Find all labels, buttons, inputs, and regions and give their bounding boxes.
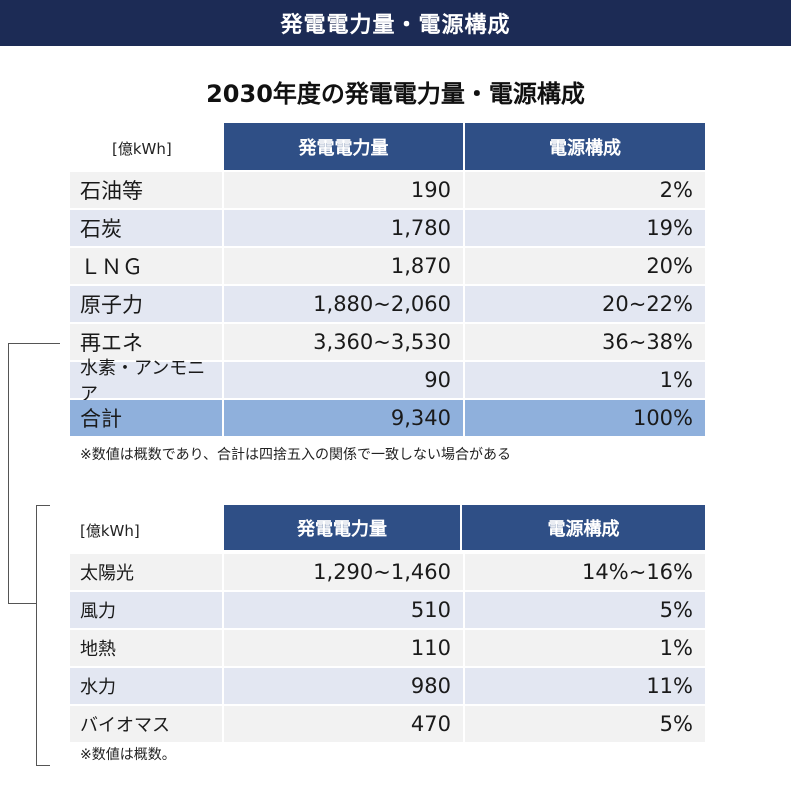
row-name: 地熱 [70, 630, 222, 666]
table-row: 水素・アンモニア 90 1% [70, 358, 705, 405]
row-mix: 14%~16% [465, 554, 705, 590]
bracket-top-arm [8, 343, 60, 344]
row-name: 太陽光 [70, 554, 222, 590]
table2-note: ※数値は概数。 [80, 747, 176, 763]
row-generation: 1,290~1,460 [224, 554, 463, 590]
row-name: 合計 [70, 400, 222, 436]
row-generation: 1,880~2,060 [224, 286, 463, 322]
row-mix: 20% [465, 248, 705, 284]
table-row: 石油等 190 2% [70, 172, 705, 208]
row-generation: 1,780 [224, 210, 463, 246]
table-row: 再エネ 3,360~3,530 36~38% [70, 324, 705, 360]
table-row: 水力 980 11% [70, 668, 705, 704]
table-total-row: 合計 9,340 100% [70, 400, 705, 436]
row-generation: 9,340 [224, 400, 463, 436]
row-mix: 20~22% [465, 286, 705, 322]
table2-col-mix: 電源構成 [462, 505, 705, 550]
table2-col-generation: 発電電力量 [224, 505, 460, 550]
table-row: バイオマス 470 5% [70, 706, 705, 742]
row-name: 再エネ [70, 324, 222, 360]
row-name: 水素・アンモニア [70, 358, 222, 405]
header-title: 発電電力量・電源構成 [280, 13, 511, 38]
row-name: 石炭 [70, 210, 222, 246]
row-mix: 2% [465, 172, 705, 208]
row-name: バイオマス [70, 706, 222, 742]
row-name: 水力 [70, 668, 222, 704]
row-generation: 3,360~3,530 [224, 324, 463, 360]
page-header: 発電電力量・電源構成 [0, 0, 791, 46]
row-generation: 980 [224, 668, 463, 704]
main-title: 2030年度の発電電力量・電源構成 [206, 80, 585, 108]
table-row: 地熱 110 1% [70, 630, 705, 666]
row-name: 風力 [70, 592, 222, 628]
row-generation: 110 [224, 630, 463, 666]
table-row: 原子力 1,880~2,060 20~22% [70, 286, 705, 322]
table-row: 風力 510 5% [70, 592, 705, 628]
row-generation: 90 [224, 362, 463, 398]
bracket-join-arm [8, 603, 37, 604]
bracket-top-tick [36, 505, 50, 506]
table-row: 太陽光 1,290~1,460 14%~16% [70, 554, 705, 590]
row-name: 石油等 [70, 172, 222, 208]
row-mix: 5% [465, 592, 705, 628]
row-mix: 11% [465, 668, 705, 704]
row-generation: 1,870 [224, 248, 463, 284]
bracket-bottom-tick [36, 765, 50, 766]
table1-col-generation: 発電電力量 [224, 123, 463, 170]
row-mix: 100% [465, 400, 705, 436]
row-mix: 36~38% [465, 324, 705, 360]
table-row: ＬＮＧ 1,870 20% [70, 248, 705, 284]
table1-col-mix: 電源構成 [465, 123, 705, 170]
row-generation: 470 [224, 706, 463, 742]
bracket-connector-line [8, 343, 9, 604]
row-generation: 190 [224, 172, 463, 208]
table2-unit: [億kWh] [80, 522, 140, 540]
row-name: 原子力 [70, 286, 222, 322]
row-mix: 19% [465, 210, 705, 246]
row-mix: 1% [465, 630, 705, 666]
bracket-vertical [36, 505, 37, 766]
row-mix: 1% [465, 362, 705, 398]
table-row: 石炭 1,780 19% [70, 210, 705, 246]
table1-note: ※数値は概数であり、合計は四捨五入の関係で一致しない場合がある [80, 447, 512, 463]
table1-unit: [億kWh] [112, 140, 172, 158]
row-mix: 5% [465, 706, 705, 742]
row-name: ＬＮＧ [70, 248, 222, 284]
row-generation: 510 [224, 592, 463, 628]
